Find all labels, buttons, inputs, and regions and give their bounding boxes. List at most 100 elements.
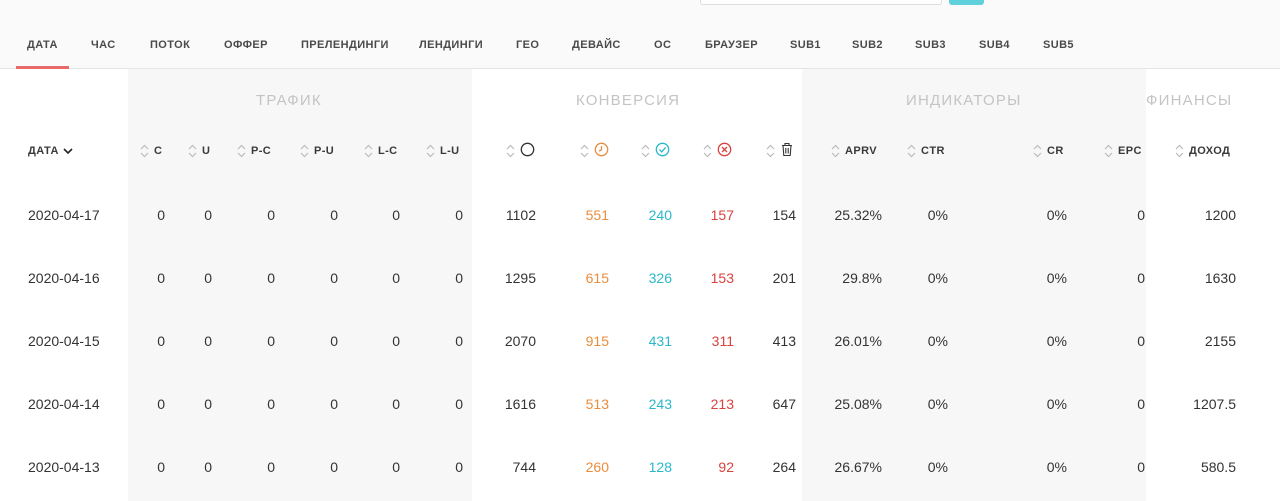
column-header-date[interactable]: ДАТА [28,143,73,159]
cell-date: 2020-04-13 [28,459,100,475]
column-header-lu[interactable]: L-U [426,143,460,159]
column-header-rejected[interactable] [703,142,732,160]
tab-stream[interactable]: ПОТОК [150,39,191,51]
column-header-pending[interactable] [580,142,609,160]
x-circle-icon [717,142,732,160]
cell-lc: 0 [392,459,400,475]
sort-icon [1104,144,1113,158]
column-header-epc[interactable]: EPC [1104,143,1142,159]
tab-sub1[interactable]: SUB1 [790,39,821,51]
cell-pending: 551 [585,207,609,223]
cell-cr: 0% [1046,270,1067,286]
cell-total: 1616 [504,396,536,412]
group-finance-label: ФИНАНСЫ [1146,92,1233,109]
cell-u: 0 [204,333,212,349]
column-header-u[interactable]: U [188,143,210,159]
traffic-band [128,69,472,501]
tab-device[interactable]: ДЕВАЙС [572,39,621,51]
tab-prelandings[interactable]: ПРЕЛЕНДИНГИ [301,39,389,51]
group-conversion-label: КОНВЕРСИЯ [576,92,681,109]
cell-lu: 0 [455,459,463,475]
sort-icon [1033,144,1042,158]
tab-os[interactable]: ОС [654,39,672,51]
tab-date[interactable]: ДАТА [27,39,58,51]
cell-approved: 128 [648,459,672,475]
column-header-c-label: C [154,145,163,157]
column-header-lu-label: L-U [440,145,460,157]
cell-date: 2020-04-15 [28,333,100,349]
cell-income: 2155 [1204,333,1236,349]
search-button[interactable] [949,0,984,5]
column-header-ctr[interactable]: CTR [907,143,945,159]
sort-icon [188,144,197,158]
column-header-u-label: U [202,145,211,157]
cell-pu: 0 [330,333,338,349]
cell-lc: 0 [392,396,400,412]
column-header-total[interactable] [506,142,535,160]
column-header-income[interactable]: ДОХОД [1175,143,1230,159]
cell-pending: 615 [585,270,609,286]
tab-sub3[interactable]: SUB3 [915,39,946,51]
cell-total: 2070 [504,333,536,349]
sort-icon [831,144,840,158]
cell-aprv: 25.08% [834,396,882,412]
cell-pc: 0 [267,459,275,475]
tab-browser[interactable]: БРАУЗЕР [705,39,759,51]
cell-cr: 0% [1046,333,1067,349]
cell-c: 0 [157,459,165,475]
cell-pc: 0 [267,207,275,223]
column-header-pu[interactable]: P-U [300,143,334,159]
column-header-cr[interactable]: CR [1033,143,1064,159]
column-header-c[interactable]: C [140,143,162,159]
cell-ctr: 0% [927,207,948,223]
sort-icon [506,144,515,158]
active-tab-indicator [16,66,69,69]
cell-pc: 0 [267,396,275,412]
cell-rejected: 92 [718,459,734,475]
group-traffic-label: ТРАФИК [256,92,322,109]
cell-income: 1207.5 [1193,396,1236,412]
tab-sub5[interactable]: SUB5 [1043,39,1074,51]
tab-sub4[interactable]: SUB4 [979,39,1010,51]
search-input[interactable] [700,0,942,5]
cell-income: 580.5 [1200,459,1236,475]
column-header-ctr-label: CTR [921,145,945,157]
cell-trash: 264 [772,459,796,475]
tab-offer[interactable]: ОФФЕР [224,39,268,51]
cell-lu: 0 [455,270,463,286]
cell-total: 1295 [504,270,536,286]
cell-aprv: 26.67% [834,459,882,475]
cell-ctr: 0% [927,270,948,286]
indicators-band [802,69,1146,501]
column-header-trash[interactable] [766,142,794,159]
cell-rejected: 311 [711,333,734,349]
column-header-lc[interactable]: L-C [364,143,398,159]
cell-total: 1102 [505,207,536,223]
sort-icon [703,144,712,158]
cell-ctr: 0% [927,333,948,349]
cell-rejected: 153 [710,270,734,286]
cell-epc: 0 [1137,396,1145,412]
column-header-aprv[interactable]: APRV [831,143,877,159]
cell-c: 0 [157,396,165,412]
cell-aprv: 25.32% [834,207,882,223]
tab-hour[interactable]: ЧАС [91,39,116,51]
cell-trash: 413 [772,333,796,349]
sort-icon [1175,144,1184,158]
tab-sub2[interactable]: SUB2 [852,39,883,51]
tab-landings[interactable]: ЛЕНДИНГИ [419,39,484,51]
clock-icon [594,142,609,160]
cell-pending: 260 [585,459,609,475]
cell-lc: 0 [392,207,400,223]
cell-approved: 243 [648,396,672,412]
circle-icon [520,142,535,160]
sort-icon [641,144,650,158]
cell-date: 2020-04-17 [28,207,100,223]
cell-trash: 647 [772,396,796,412]
cell-c: 0 [157,270,165,286]
tab-geo[interactable]: ГЕО [516,39,540,51]
column-header-approved[interactable] [641,142,670,159]
sort-icon [140,144,149,158]
column-header-pc[interactable]: P-C [237,143,271,159]
cell-date: 2020-04-16 [28,270,100,286]
